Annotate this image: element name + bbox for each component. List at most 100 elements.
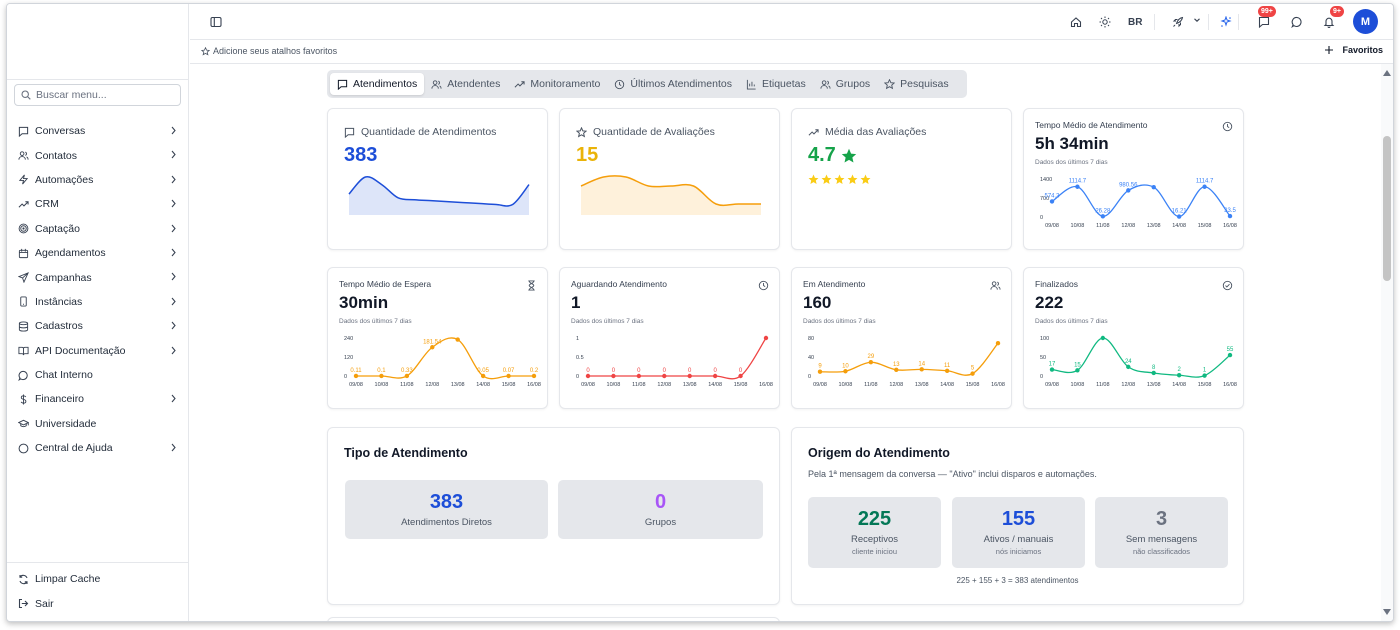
y-tick-label: 120 xyxy=(344,355,353,361)
stat-atendimentos-diretos: 383 Atendimentos Diretos xyxy=(345,480,548,539)
x-tick-label: 11/08 xyxy=(1096,382,1109,388)
card-aguardando: Aguardando Atendimento 1 Dados dos últim… xyxy=(559,267,780,409)
tab-atendentes[interactable]: Atendentes xyxy=(424,73,507,95)
scrollbar-thumb[interactable] xyxy=(1383,136,1391,281)
toggle-sidebar-icon[interactable] xyxy=(210,16,222,28)
tab-etiquetas[interactable]: Etiquetas xyxy=(739,73,813,95)
chevron-right-icon xyxy=(170,126,177,138)
theme-sun-icon[interactable] xyxy=(1099,16,1111,28)
x-tick-label: 14/08 xyxy=(1172,382,1186,388)
data-point xyxy=(1100,335,1106,341)
x-tick-label: 09/08 xyxy=(349,382,363,388)
x-tick-label: 10/08 xyxy=(1071,223,1085,229)
tab-ultimos-atendimentos[interactable]: Últimos Atendimentos xyxy=(607,73,739,95)
x-tick-label: 15/08 xyxy=(1198,223,1212,229)
y-tick-label: 0 xyxy=(808,374,811,380)
stat-label: Receptivos xyxy=(851,534,898,545)
sparkle-icon[interactable] xyxy=(1220,16,1232,28)
stat-hint: cliente iniciou xyxy=(851,547,898,556)
x-tick-label: 16/08 xyxy=(991,382,1005,388)
chevron-right-icon xyxy=(170,443,177,455)
bell-icon[interactable] xyxy=(1323,16,1335,28)
sidebar-item-captacao[interactable]: Captação xyxy=(7,217,189,241)
data-point xyxy=(687,373,692,379)
sidebar-item-agendamentos[interactable]: Agendamentos xyxy=(7,241,189,265)
data-label: 14 xyxy=(918,361,925,367)
sidebar-item-crm[interactable]: CRM xyxy=(7,192,189,216)
toolbar-divider xyxy=(1208,14,1209,30)
clock-icon xyxy=(614,79,630,90)
sidebar-item-campanhas[interactable]: Campanhas xyxy=(7,265,189,289)
x-tick-label: 13/08 xyxy=(683,382,697,388)
chevron-right-icon xyxy=(170,297,177,309)
tab-grupos[interactable]: Grupos xyxy=(813,73,877,95)
tab-monitoramento[interactable]: Monitoramento xyxy=(507,73,607,95)
favorites-hint[interactable]: Adicione seus atalhos favoritos xyxy=(201,46,337,56)
clear-cache-button[interactable]: Limpar Cache xyxy=(7,567,189,591)
rating-stars xyxy=(808,172,873,190)
chat-icon[interactable] xyxy=(1291,16,1303,28)
sidebar-item-instancias[interactable]: Instâncias xyxy=(7,290,189,314)
data-label: 55 xyxy=(1227,347,1234,353)
trending-up-icon xyxy=(808,128,819,136)
tab-atendimentos[interactable]: Atendimentos xyxy=(330,73,425,95)
sidebar-item-universidade[interactable]: Universidade xyxy=(7,412,189,436)
favorites-hint-text: Adicione seus atalhos favoritos xyxy=(213,46,338,56)
data-label: 24 xyxy=(1125,359,1132,365)
y-tick-label: 1 xyxy=(576,336,579,342)
chevron-right-icon xyxy=(170,272,177,284)
sidebar-item-label: CRM xyxy=(35,198,59,211)
sidebar-item-central-de-ajuda[interactable]: Central de Ajuda xyxy=(7,436,189,460)
logout-button[interactable]: Sair xyxy=(7,591,189,615)
x-tick-label: 13/08 xyxy=(1147,223,1161,229)
kpi-value: 222 xyxy=(1035,293,1064,312)
series-line xyxy=(1051,184,1231,218)
kpi-value: 4.7 xyxy=(808,144,836,166)
sidebar-item-label: Financeiro xyxy=(35,393,85,406)
menu-search-input[interactable]: Buscar menu... xyxy=(14,84,181,106)
data-point xyxy=(763,335,769,341)
sidebar-item-label: Agendamentos xyxy=(35,247,106,260)
users-icon xyxy=(17,150,29,162)
sidebar-item-conversas[interactable]: Conversas xyxy=(7,119,189,143)
data-point xyxy=(1049,199,1055,204)
database-icon xyxy=(17,320,29,332)
data-label: 0 xyxy=(688,368,692,374)
rocket-icon[interactable] xyxy=(1172,16,1184,28)
sidebar-item-contatos[interactable]: Contatos xyxy=(7,143,189,167)
chevron-down-icon[interactable] xyxy=(1193,16,1201,24)
sidebar-item-chat-interno[interactable]: Chat Interno xyxy=(7,363,189,387)
main-scrollbar[interactable] xyxy=(1381,64,1393,621)
card-tempo-medio-espera: Tempo Médio de Espera 30min Dados dos úl… xyxy=(327,267,548,409)
y-tick-label: 0 xyxy=(1040,374,1043,380)
scroll-up-icon[interactable] xyxy=(1383,70,1391,76)
sidebar-item-automacoes[interactable]: Automações xyxy=(7,168,189,192)
x-tick-label: 09/08 xyxy=(581,382,595,388)
x-tick-label: 11/08 xyxy=(864,382,877,388)
y-tick-label: 1400 xyxy=(1040,177,1052,183)
card-em-atendimento: Em Atendimento 160 Dados dos últimos 7 d… xyxy=(791,267,1012,409)
sidebar-item-api-documentacao[interactable]: API Documentação xyxy=(7,339,189,363)
user-avatar[interactable]: M xyxy=(1353,9,1378,34)
data-point xyxy=(585,373,591,379)
toolbar-divider xyxy=(1154,14,1155,30)
sidebar-item-financeiro[interactable]: Financeiro xyxy=(7,387,189,411)
refresh-icon xyxy=(17,573,29,585)
data-point xyxy=(817,369,823,374)
y-tick-label: 240 xyxy=(344,336,353,342)
stat-value: 155 xyxy=(1001,508,1036,530)
tab-pesquisas[interactable]: Pesquisas xyxy=(877,73,955,95)
data-point xyxy=(379,373,384,379)
scroll-down-icon[interactable] xyxy=(1383,609,1391,615)
language-selector[interactable]: BR xyxy=(1128,17,1143,28)
stat-ativos: 155 Ativos / manuais nós iniciamos xyxy=(952,497,1085,568)
home-icon[interactable] xyxy=(1070,16,1082,28)
data-label: 0 xyxy=(713,368,717,374)
sidebar-item-cadastros[interactable]: Cadastros xyxy=(7,314,189,338)
data-point xyxy=(919,367,924,372)
add-favorite-button[interactable]: Favoritos xyxy=(1324,45,1383,55)
messages-icon[interactable] xyxy=(1258,16,1270,28)
x-tick-label: 13/08 xyxy=(451,382,465,388)
card-title-text: Quantidade de Avaliações xyxy=(593,126,715,138)
stat-label: Ativos / manuais xyxy=(983,534,1054,545)
